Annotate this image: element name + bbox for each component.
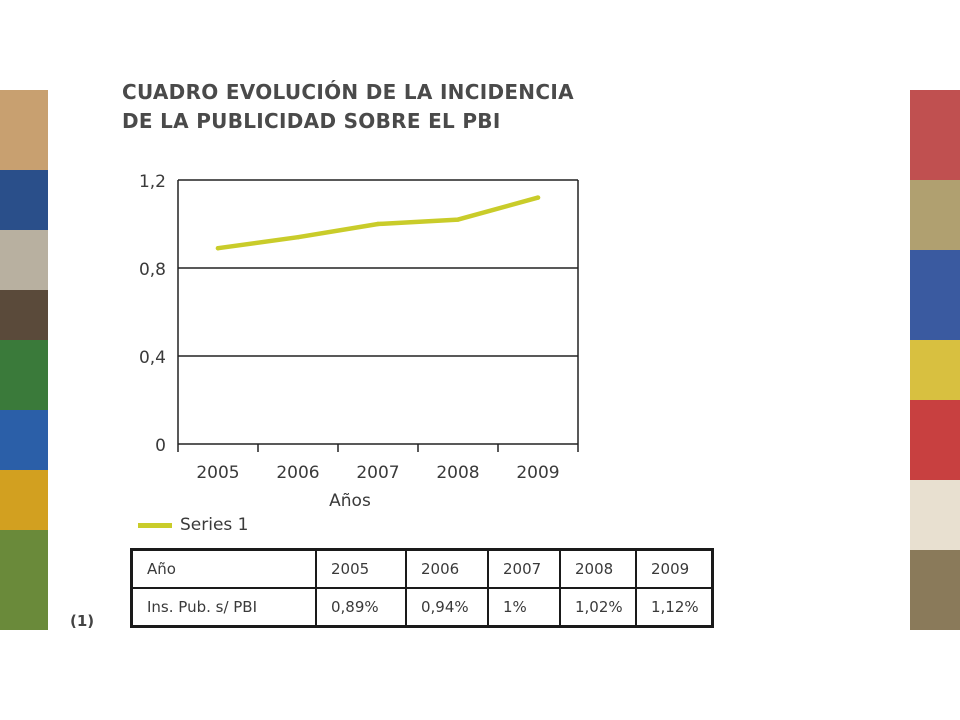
table-cell: 2006 — [405, 548, 489, 589]
table-cell: Ins. Pub. s/ PBI — [130, 587, 317, 628]
legend-swatch — [138, 522, 172, 528]
footnote-marker: (1) — [70, 612, 95, 630]
x-tick-label: 2005 — [196, 463, 239, 483]
x-tick-label: 2006 — [276, 463, 319, 483]
table-cell: 2007 — [487, 548, 561, 589]
y-tick-label: 1,2 — [139, 172, 166, 192]
table-cell: 2009 — [635, 548, 714, 589]
table-cell: 1,02% — [559, 587, 637, 628]
x-tick-label: 2009 — [516, 463, 559, 483]
y-tick-label: 0,4 — [139, 348, 166, 368]
x-tick-label: 2008 — [436, 463, 479, 483]
data-table: Año 2005 2006 2007 2008 2009 Ins. Pub. s… — [130, 548, 714, 628]
table-cell: 0,94% — [405, 587, 489, 628]
x-axis-title: Años — [329, 491, 371, 511]
table-cell: 2008 — [559, 548, 637, 589]
line-chart: 0 0,4 0,8 1,2 2005 2006 2007 2008 2009 Años — [139, 172, 579, 511]
data-point — [535, 195, 541, 200]
table-cell: 0,89% — [315, 587, 407, 628]
left-photo-strip — [0, 90, 48, 630]
chart-title-line-2: DE LA PUBLICIDAD SOBRE EL PBI — [122, 109, 501, 133]
y-tick-label: 0 — [155, 436, 166, 456]
data-point — [455, 217, 461, 222]
data-point — [215, 246, 221, 251]
table-cell: 1,12% — [635, 587, 714, 628]
table-cell: Año — [130, 548, 317, 589]
chart-title-line-1: CUADRO EVOLUCIÓN DE LA INCIDENCIA — [122, 80, 574, 104]
right-photo-strip — [910, 90, 960, 630]
chart-legend: Series 1 — [138, 514, 249, 536]
chart-title: CUADRO EVOLUCIÓN DE LA INCIDENCIA DE LA … — [122, 78, 574, 136]
table-cell: 1% — [487, 587, 561, 628]
data-point — [375, 221, 381, 227]
table-cell: 2005 — [315, 548, 407, 589]
table-header-row: Año 2005 2006 2007 2008 2009 — [130, 548, 714, 589]
y-tick-label: 0,8 — [139, 260, 166, 280]
table-row: Ins. Pub. s/ PBI 0,89% 0,94% 1% 1,02% 1,… — [130, 587, 714, 628]
x-tick-label: 2007 — [356, 463, 399, 483]
legend-label: Series 1 — [180, 515, 249, 535]
data-point — [295, 235, 301, 240]
